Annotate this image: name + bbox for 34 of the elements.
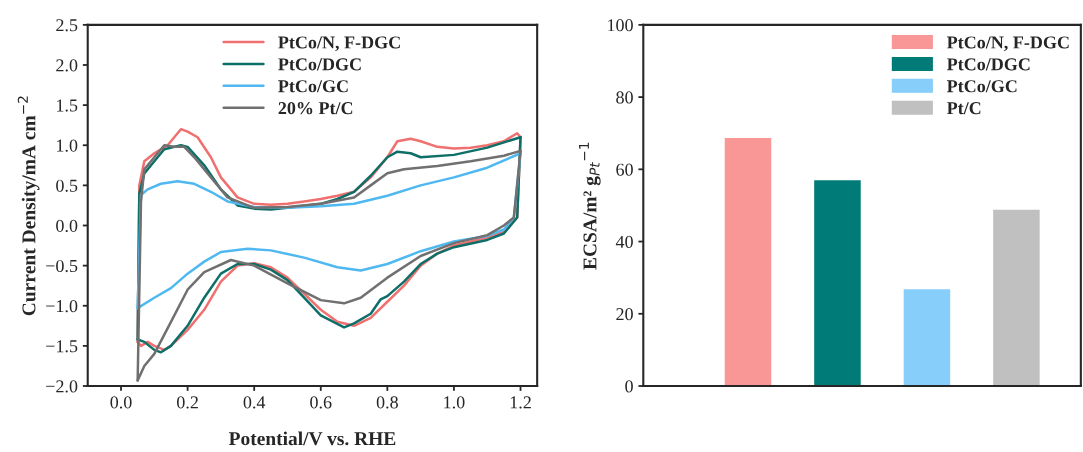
y-tick-label: 40 (615, 235, 633, 248)
legend-label: PtCo/N, F-DGC (278, 36, 400, 52)
x-tick-label: 0.2 (177, 396, 198, 409)
y-tick-label: 0.0 (56, 219, 78, 233)
y-axis-title: ECSA/m² g$_{Pt}$$^{−1}$ (578, 142, 601, 270)
y-tick-label: −2.0 (46, 380, 78, 393)
y-axis-title: Current Density/mA cm$^{−2}$ (17, 96, 40, 316)
legend-label: PtCo/GC (946, 80, 1017, 93)
x-tick-label: 1.0 (444, 396, 465, 409)
y-tick-label: 0 (625, 380, 633, 393)
x-tick-label: 0.0 (110, 396, 132, 409)
y-tick-label: −1.0 (46, 300, 78, 313)
y-tick-label: 20 (616, 308, 633, 321)
y-tick-label: 1.5 (57, 99, 78, 112)
x-tick-label: 0.6 (310, 396, 332, 409)
y-tick-label: 60 (616, 163, 633, 176)
y-tick-label: 2.0 (56, 59, 78, 72)
legend-label: PtCo/DGC (946, 58, 1030, 71)
x-tick-label: 1.2 (510, 396, 531, 409)
y-tick-label: 2.5 (56, 19, 78, 32)
legend-label: PtCo/DGC (278, 58, 361, 71)
legend-label: PtCo/GC (278, 80, 348, 93)
y-tick-label: 100 (608, 19, 633, 32)
legend-label: Pt/C (946, 102, 981, 115)
y-tick-label: −1.5 (46, 340, 78, 353)
x-tick-label: 0.8 (376, 396, 398, 409)
y-tick-label: −0.5 (46, 259, 78, 273)
y-tick-label: 80 (616, 91, 633, 104)
legend-label: PtCo/N, F-DGC (946, 36, 1069, 52)
x-axis-title: Potential/V vs. RHE (228, 431, 396, 446)
y-tick-label: 0.5 (56, 179, 78, 192)
y-tick-label: 1.0 (57, 139, 78, 152)
x-tick-label: 0.4 (243, 396, 266, 409)
legend-label: 20% Pt/C (278, 102, 353, 115)
